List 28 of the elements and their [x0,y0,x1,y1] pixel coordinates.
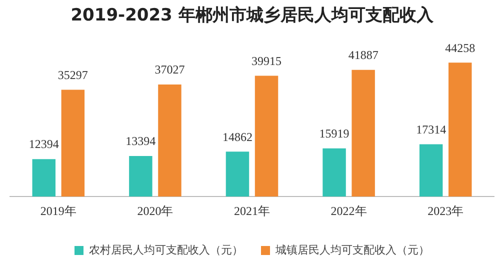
bar [419,144,443,197]
chart-title: 2019-2023 年郴州市城乡居民人均可支配收入 [70,6,434,26]
x-tick-label: 2023年 [428,204,464,218]
data-label: 17314 [416,122,446,136]
data-label: 13394 [126,134,156,148]
data-label: 44258 [445,40,476,55]
bar [61,90,85,197]
bar [226,152,250,197]
data-label: 41887 [348,48,378,62]
data-label: 12394 [28,137,59,152]
bar [158,84,182,197]
x-tick-label: 2019年 [40,204,76,218]
data-label: 15919 [319,126,350,141]
data-label: 35297 [58,68,88,82]
bar [352,70,375,197]
bar [322,148,346,197]
bar [448,62,472,197]
data-label: 37027 [154,62,185,77]
legend-label: 城镇居民人均可支配收入（元） [274,243,430,256]
bar [254,76,278,197]
bar [129,156,152,197]
x-tick-label: 2021年 [234,204,270,218]
legend-label: 农村居民人均可支配收入（元） [89,243,243,256]
data-label: 14862 [222,130,252,144]
bar [32,159,56,197]
data-label: 39915 [252,54,282,68]
x-tick-label: 2020年 [137,204,174,218]
x-tick-label: 2022年 [330,204,367,218]
